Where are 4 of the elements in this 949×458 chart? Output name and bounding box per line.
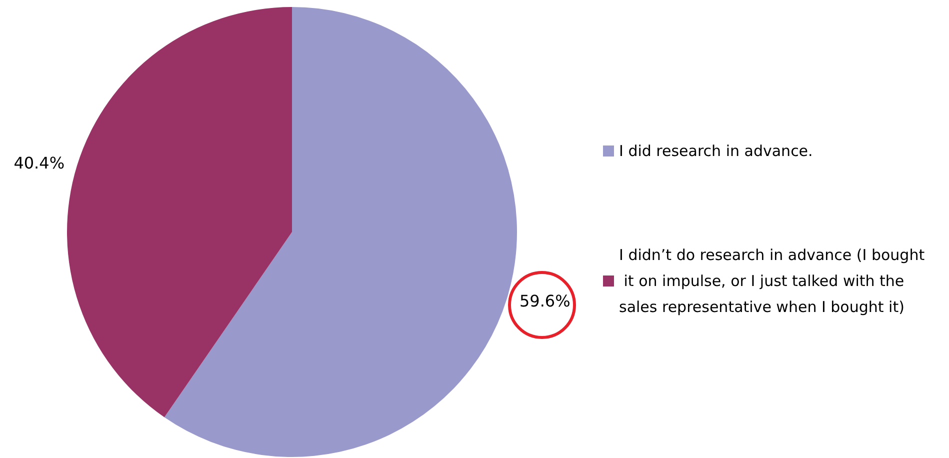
legend-label: I did research in advance. — [619, 142, 813, 160]
legend-label: I didn’t do research in advance (I bought it on impulse, or I just talked with the sales representative when I bought it) — [619, 246, 925, 316]
data-label: 40.4% — [14, 153, 65, 172]
data-label: 59.6% — [519, 292, 570, 311]
